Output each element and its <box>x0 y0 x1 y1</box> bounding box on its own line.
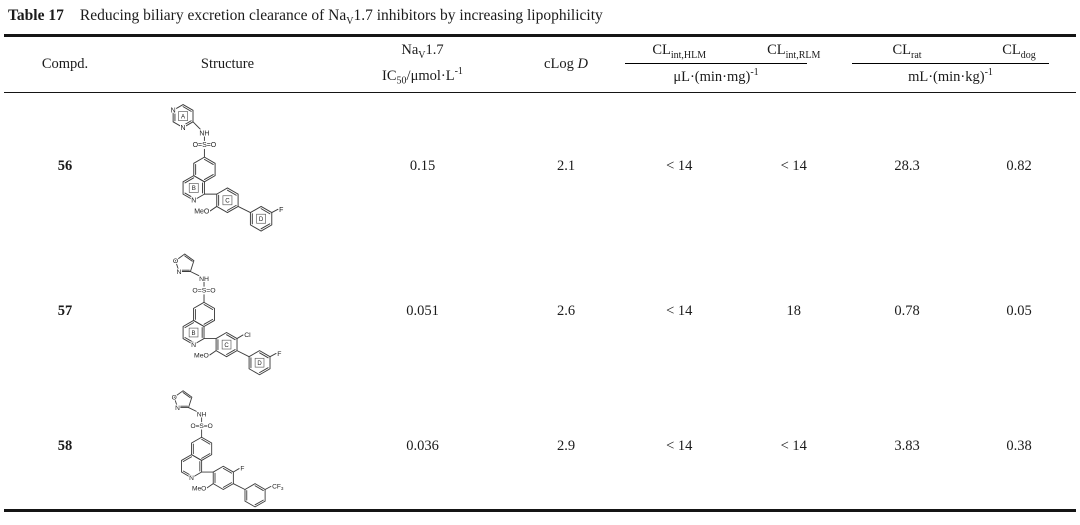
ring-label-b: B <box>192 330 196 336</box>
col-header-clint-rlm: CLint,RLM <box>767 42 821 62</box>
atom-n: N <box>171 107 176 114</box>
atom-cl: Cl <box>244 331 251 338</box>
cell-clogd: 2.1 <box>556 158 576 174</box>
cell-structure: O N NH O=S=O N Cl MeO F B C D <box>120 246 335 378</box>
cell-clint-rlm: < 14 <box>780 158 807 174</box>
ring-label-c: C <box>225 197 230 204</box>
bond-lines <box>173 389 271 507</box>
atom-nh: NH <box>199 130 209 137</box>
atom-f: F <box>277 350 281 357</box>
col-header-cl-rat: CLrat <box>892 42 922 62</box>
atom-n: N <box>189 475 194 482</box>
cell-structure: N N NH O=S=O N MeO F A B C D <box>120 98 335 236</box>
cell-ic50: 0.036 <box>406 437 439 454</box>
table-title: Table 17 Reducing biliary excretion clear… <box>8 7 603 28</box>
cell-clint-hlm: < 14 <box>666 437 693 454</box>
atom-o: O <box>171 394 176 401</box>
sulfonyl-group: O=S=O <box>193 287 216 294</box>
cell-compound-number: 57 <box>57 303 73 319</box>
ring-label-a: A <box>181 113 186 120</box>
table-body: 56 <box>10 93 1075 509</box>
ring-label-b: B <box>192 185 196 192</box>
cell-cl-rat: 3.83 <box>894 437 920 454</box>
cell-cl-rat: 0.78 <box>894 303 920 319</box>
group-underline <box>852 63 1049 65</box>
cell-compound-number: 58 <box>57 437 73 454</box>
atom-n: N <box>181 125 186 132</box>
atom-f: F <box>279 206 283 213</box>
ring-label-c: C <box>225 342 230 348</box>
atom-n: N <box>177 268 182 275</box>
col-header-clogd: cLog D <box>544 55 588 72</box>
unit-milliliter: mL·(min·kg)-1 <box>908 67 993 85</box>
bond-lines <box>175 252 277 375</box>
atom-n: N <box>175 404 180 411</box>
table-row: 57 <box>10 240 1075 383</box>
table-bottom-rule <box>4 509 1076 512</box>
unit-microliter: μL·(min·mg)-1 <box>673 67 759 85</box>
trifluoromethyl-group: CF3 <box>272 483 284 491</box>
methoxy-group: MeO <box>194 208 210 215</box>
col-header-structure: Structure <box>200 55 255 72</box>
cell-cl-rat: 28.3 <box>894 158 920 174</box>
structure-56-drawing: N N NH O=S=O N MeO F A B C D <box>170 103 285 232</box>
methoxy-group: MeO <box>192 485 206 492</box>
ring-label-d: D <box>258 360 263 366</box>
cell-clint-hlm: < 14 <box>666 303 693 319</box>
cell-cl-dog: 0.38 <box>1006 437 1032 454</box>
atom-n: N <box>191 197 196 204</box>
col-header-nav17-ic50: NaV1.7 IC50/μmol·L-1 <box>382 42 463 87</box>
table-header-row: Compd. Structure NaV1.7 IC50/μmol·L-1 cL… <box>10 36 1075 92</box>
cell-compound-number: 56 <box>57 158 73 174</box>
atom-o: O <box>173 257 178 264</box>
table-row: 56 <box>10 93 1075 240</box>
cell-clint-hlm: < 14 <box>666 158 693 174</box>
cell-clogd: 2.9 <box>556 437 576 454</box>
cell-cl-dog: 0.05 <box>1006 303 1032 319</box>
sulfonyl-group: O=S=O <box>193 142 217 149</box>
atom-nh: NH <box>196 411 206 418</box>
atom-nh: NH <box>199 276 209 283</box>
col-group-clint: CLint,HLM CLint,RLM μL·(min·mg)-1 <box>622 36 851 92</box>
col-header-cl-dog: CLdog <box>1002 42 1036 62</box>
ring-label-d: D <box>259 216 264 223</box>
bond-lines <box>172 103 279 232</box>
header-bottom-rule <box>4 92 1076 94</box>
cell-ic50: 0.051 <box>406 303 439 319</box>
atom-f: F <box>240 465 244 472</box>
cell-clogd: 2.6 <box>556 303 576 319</box>
table-row: 58 <box>10 383 1075 509</box>
col-header-clint-hlm: CLint,HLM <box>652 42 707 62</box>
cell-clint-rlm: < 14 <box>780 437 807 454</box>
atom-n: N <box>191 342 196 349</box>
cell-cl-dog: 0.82 <box>1006 158 1032 174</box>
col-group-cl-invivo: CLrat CLdog mL·(min·kg)-1 <box>851 36 1075 92</box>
col-header-compd: Compd. <box>41 55 89 72</box>
table-number: Table 17 <box>8 7 64 24</box>
group-underline <box>625 63 807 65</box>
cell-ic50: 0.15 <box>409 158 436 174</box>
table-top-rule <box>4 34 1076 37</box>
cell-clint-rlm: 18 <box>786 303 802 319</box>
structure-58-drawing: O N NH O=S=O N F MeO CF3 <box>170 389 284 507</box>
cell-structure: O N NH O=S=O N F MeO CF3 <box>120 383 335 510</box>
methoxy-group: MeO <box>194 352 209 359</box>
structure-57-drawing: O N NH O=S=O N Cl MeO F B C D <box>172 252 283 375</box>
sulfonyl-group: O=S=O <box>190 422 212 429</box>
